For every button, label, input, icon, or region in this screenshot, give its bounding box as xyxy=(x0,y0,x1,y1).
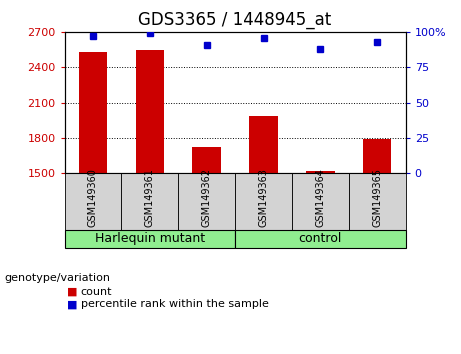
Bar xyxy=(65,230,235,248)
Bar xyxy=(193,147,221,173)
Bar xyxy=(235,230,406,248)
Bar xyxy=(65,173,121,230)
Bar xyxy=(249,116,278,173)
Bar xyxy=(136,50,164,173)
Text: percentile rank within the sample: percentile rank within the sample xyxy=(81,299,269,309)
Text: genotype/variation: genotype/variation xyxy=(5,273,111,283)
Text: GSM149361: GSM149361 xyxy=(145,168,155,227)
Title: GDS3365 / 1448945_at: GDS3365 / 1448945_at xyxy=(138,11,332,29)
Text: GSM149365: GSM149365 xyxy=(372,168,382,227)
Text: GSM149360: GSM149360 xyxy=(88,168,98,227)
Bar xyxy=(121,173,178,230)
Bar xyxy=(235,173,292,230)
Text: Harlequin mutant: Harlequin mutant xyxy=(95,232,205,245)
Bar xyxy=(79,52,107,173)
Bar xyxy=(306,171,335,173)
Text: count: count xyxy=(81,287,112,297)
Bar xyxy=(178,173,235,230)
Text: ■: ■ xyxy=(67,299,77,309)
Text: control: control xyxy=(299,232,342,245)
Bar xyxy=(363,139,391,173)
Text: ■: ■ xyxy=(67,287,77,297)
Text: GSM149363: GSM149363 xyxy=(259,168,269,227)
Bar xyxy=(349,173,406,230)
Bar xyxy=(292,173,349,230)
Text: GSM149364: GSM149364 xyxy=(315,168,325,227)
Text: GSM149362: GSM149362 xyxy=(201,168,212,227)
